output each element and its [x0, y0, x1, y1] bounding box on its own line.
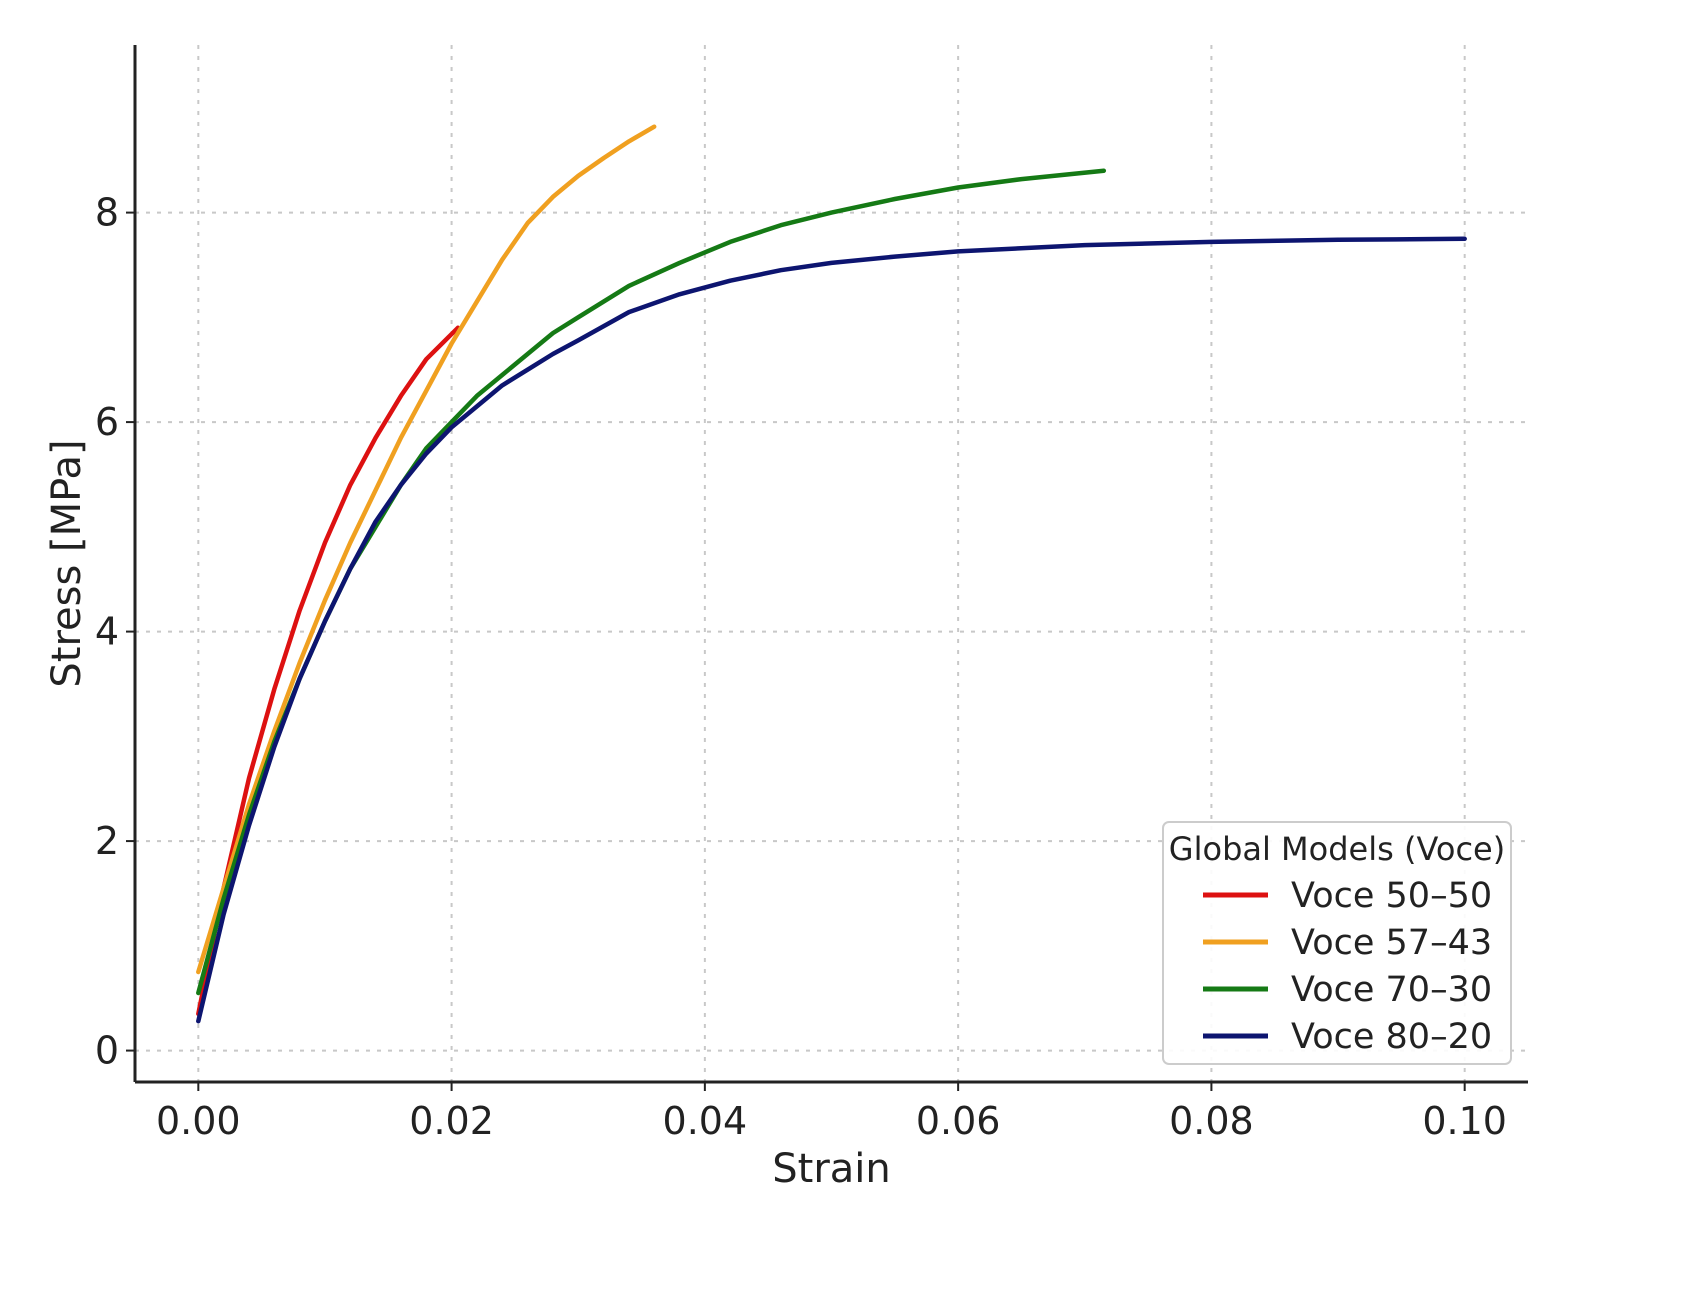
x-tick-label: 0.06	[916, 1099, 1001, 1143]
x-axis-label: Strain	[772, 1146, 891, 1192]
x-tick-label: 0.08	[1169, 1099, 1254, 1143]
legend: Global Models (Voce) Voce 50–50 Voce 57–4…	[1162, 821, 1512, 1065]
x-tick-label: 0.04	[663, 1099, 748, 1143]
y-tick-label: 2	[95, 819, 119, 863]
legend-items: Voce 50–50 Voce 57–43 Voce 70–30 Voce 80–20	[1203, 876, 1492, 1057]
legend-label: Voce 70–30	[1291, 970, 1492, 1010]
series-line-1	[196, 325, 461, 1017]
axes	[133, 45, 1528, 1084]
x-tick-label: 0.00	[156, 1099, 241, 1143]
y-ticks: 0 2 4 6 8	[95, 191, 135, 1073]
series-line-2	[196, 124, 657, 975]
x-tick-label: 0.02	[409, 1099, 494, 1143]
series-lines	[196, 124, 1467, 1024]
y-tick-label: 4	[95, 610, 119, 654]
legend-label: Voce 80–20	[1291, 1017, 1492, 1057]
x-tick-label: 0.10	[1422, 1099, 1507, 1143]
y-tick-label: 6	[95, 400, 119, 444]
y-tick-label: 8	[95, 191, 119, 235]
legend-title: Global Models (Voce)	[1169, 830, 1505, 868]
legend-box	[1162, 821, 1512, 1065]
series-line-4	[196, 236, 1467, 1024]
x-ticks: 0.00 0.02 0.04 0.06 0.08 0.10	[156, 1082, 1507, 1143]
y-tick-label: 0	[95, 1029, 119, 1073]
legend-label: Voce 57–43	[1291, 923, 1492, 963]
legend-label: Voce 50–50	[1291, 876, 1492, 916]
y-axis-label: Stress [MPa]	[44, 439, 90, 687]
